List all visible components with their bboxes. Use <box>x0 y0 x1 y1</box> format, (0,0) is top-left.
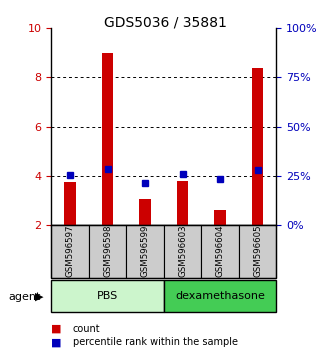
Text: GSM596604: GSM596604 <box>215 224 225 277</box>
Text: ▶: ▶ <box>35 292 43 302</box>
Text: count: count <box>73 324 100 333</box>
Text: PBS: PBS <box>97 291 118 301</box>
Text: agent: agent <box>8 292 41 302</box>
FancyBboxPatch shape <box>239 225 276 278</box>
Text: GSM596603: GSM596603 <box>178 224 187 277</box>
Bar <box>102 53 113 225</box>
Text: GSM596599: GSM596599 <box>141 224 150 277</box>
FancyBboxPatch shape <box>89 225 126 278</box>
Bar <box>252 68 263 225</box>
Text: GSM596597: GSM596597 <box>66 224 74 277</box>
Bar <box>139 199 151 225</box>
Text: ■: ■ <box>51 324 62 333</box>
Text: GSM596598: GSM596598 <box>103 224 112 277</box>
Text: percentile rank within the sample: percentile rank within the sample <box>73 337 238 347</box>
FancyBboxPatch shape <box>51 225 89 278</box>
FancyBboxPatch shape <box>164 225 201 278</box>
Text: dexamethasone: dexamethasone <box>175 291 265 301</box>
Bar <box>177 181 188 225</box>
FancyBboxPatch shape <box>164 280 276 312</box>
FancyBboxPatch shape <box>201 225 239 278</box>
Bar <box>65 182 76 225</box>
Text: GSM596605: GSM596605 <box>253 224 262 277</box>
FancyBboxPatch shape <box>126 225 164 278</box>
FancyBboxPatch shape <box>51 280 164 312</box>
Text: GDS5036 / 35881: GDS5036 / 35881 <box>104 16 227 30</box>
Bar <box>214 210 226 225</box>
Text: ■: ■ <box>51 337 62 347</box>
